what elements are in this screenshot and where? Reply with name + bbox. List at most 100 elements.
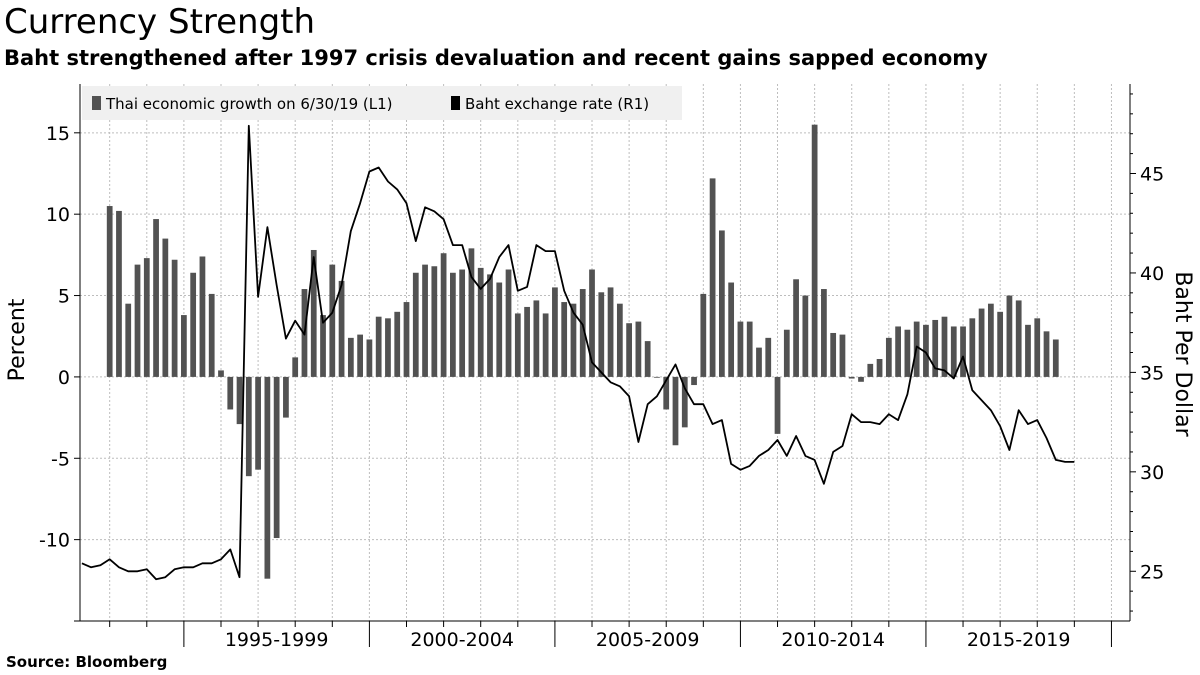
left-tick-label: 0 (58, 367, 70, 389)
growth-bar (858, 376, 864, 382)
growth-bar (709, 178, 716, 377)
growth-bar (487, 274, 493, 377)
growth-bar (923, 324, 929, 377)
growth-bar (1025, 324, 1031, 377)
growth-bar (236, 376, 243, 425)
growth-bar (941, 316, 948, 377)
x-period-label: 2005-2009 (596, 629, 700, 651)
growth-bar (505, 269, 512, 377)
growth-bar (978, 308, 985, 377)
growth-bar (468, 248, 475, 377)
x-period-label: 2010-2014 (781, 629, 885, 651)
growth-bar (691, 376, 697, 386)
right-tick-label: 25 (1140, 561, 1164, 583)
left-tick-label: 15 (46, 123, 70, 145)
right-tick-label: 35 (1140, 362, 1164, 384)
growth-bar (830, 332, 837, 377)
growth-bar (125, 303, 132, 377)
growth-bar (987, 303, 994, 377)
growth-bar (793, 279, 799, 377)
growth-bar (181, 315, 187, 377)
growth-bar (746, 321, 753, 377)
growth-bar (997, 311, 1004, 377)
growth-bar (626, 323, 632, 377)
growth-bar (255, 376, 261, 470)
growth-bar (960, 326, 966, 377)
growth-bar (394, 311, 401, 377)
growth-bar (227, 376, 234, 410)
left-tick-label: -5 (51, 448, 70, 470)
growth-bar (821, 289, 827, 377)
y-axis-left-label: Percent (5, 298, 30, 381)
growth-bar (932, 319, 939, 377)
growth-bar (598, 292, 605, 377)
legend: Thai economic growth on 6/30/19 (L1) Bah… (82, 86, 682, 120)
growth-bar (802, 295, 809, 377)
growth-bar (969, 318, 976, 377)
growth-bar (811, 124, 818, 377)
baht-line-path (81, 124, 1075, 581)
growth-bar (589, 269, 595, 377)
x-period-label: 1995-1999 (225, 629, 329, 651)
growth-bar (895, 326, 901, 377)
growth-bar (496, 282, 503, 377)
growth-bar (552, 287, 558, 377)
growth-bars (106, 124, 1059, 579)
growth-bar (848, 376, 855, 379)
growth-bar (422, 264, 428, 377)
growth-bar (208, 293, 215, 377)
growth-bar (561, 302, 568, 377)
x-period-label: 2015-2019 (967, 629, 1071, 651)
growth-bar (171, 259, 178, 377)
right-tick-label: 30 (1140, 462, 1164, 484)
left-axis-ticks: 15 10 5 0 -5 -10 (39, 123, 80, 622)
growth-bar (329, 264, 336, 377)
growth-bar (718, 230, 725, 377)
growth-bar (477, 267, 484, 377)
growth-bar (403, 302, 410, 377)
growth-bar (366, 339, 373, 377)
growth-bar (783, 329, 790, 377)
right-tick-label: 45 (1140, 164, 1164, 186)
growth-bar (774, 376, 781, 434)
growth-bar (440, 253, 447, 377)
growth-bar (756, 347, 762, 377)
growth-bar (199, 256, 206, 377)
growth-bar (533, 300, 540, 377)
growth-bar (1043, 331, 1050, 377)
growth-bar (1034, 318, 1041, 377)
growth-bar (607, 287, 614, 377)
chart-title: Currency Strength (4, 2, 316, 42)
growth-bar (283, 376, 289, 418)
growth-bar (839, 334, 846, 377)
growth-bar (134, 264, 141, 377)
growth-bar (1006, 295, 1013, 377)
y-axis-right-label: Baht Per Dollar (1170, 271, 1195, 437)
legend-label-baht: Baht exchange rate (R1) (465, 95, 649, 113)
legend-label-growth: Thai economic growth on 6/30/19 (L1) (105, 95, 393, 113)
growth-bar (357, 334, 363, 377)
growth-bar (570, 303, 577, 377)
growth-bar (153, 219, 159, 377)
growth-bar (273, 376, 280, 539)
growth-bar (310, 249, 317, 377)
x-period-label: 2000-2004 (410, 629, 514, 651)
right-tick-label: 40 (1140, 263, 1164, 285)
growth-bar (867, 363, 874, 377)
left-tick-label: 5 (58, 286, 70, 308)
growth-bar (885, 337, 892, 377)
growth-bar (644, 341, 651, 377)
right-axis-ticks: 45 40 35 30 25 (1130, 93, 1164, 612)
growth-bar (450, 272, 456, 377)
growth-bar (245, 376, 252, 477)
growth-bar (338, 280, 345, 377)
growth-bar (412, 272, 419, 377)
growth-bar (616, 303, 623, 377)
legend-swatch-baht (451, 96, 460, 110)
growth-bar (292, 357, 299, 377)
x-axis-ticks: 1995-1999 2000-2004 2005-2009 2010-2014 2015… (109, 621, 1112, 651)
growth-bar (700, 293, 707, 377)
growth-bar (654, 376, 660, 378)
growth-bar (737, 321, 744, 377)
